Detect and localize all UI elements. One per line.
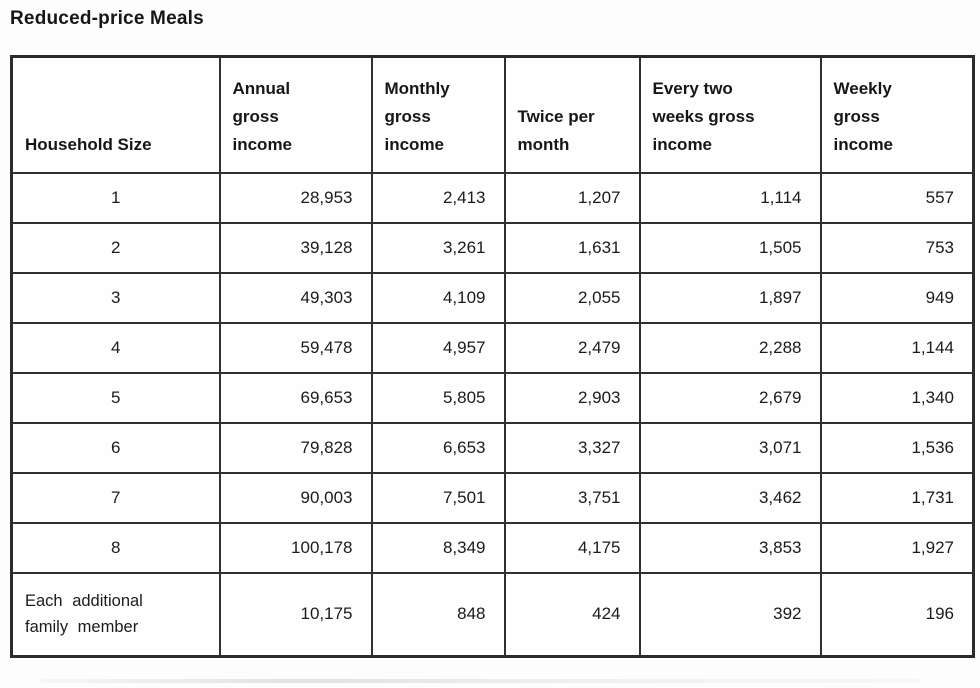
cell-twice-per-month: 3,327 — [503, 421, 641, 474]
cell-monthly-gross-income: 3,261 — [370, 221, 506, 274]
table-row: 4 59,478 4,957 2,479 2,288 1,144 — [10, 321, 975, 374]
cell-monthly-gross-income: 8,349 — [370, 521, 506, 574]
table-row: 5 69,653 5,805 2,903 2,679 1,340 — [10, 371, 975, 424]
cell-twice-per-month: 3,751 — [503, 471, 641, 524]
cell-every-two-weeks-gross-income: 1,505 — [638, 221, 822, 274]
cell-twice-per-month: 4,175 — [503, 521, 641, 574]
cell-household-size: 4 — [10, 321, 221, 374]
cell-twice-per-month: 2,055 — [503, 271, 641, 324]
cell-every-two-weeks-gross-income: 3,853 — [638, 521, 822, 574]
cell-household-size: 7 — [10, 471, 221, 524]
cell-annual-gross-income: 39,128 — [218, 221, 373, 274]
cell-monthly-gross-income: 4,957 — [370, 321, 506, 374]
cell-household-size: 3 — [10, 271, 221, 324]
scan-smudge-artifact — [40, 679, 920, 683]
cell-annual-gross-income: 28,953 — [218, 171, 373, 224]
cell-every-two-weeks-gross-income: 2,288 — [638, 321, 822, 374]
table-row: 6 79,828 6,653 3,327 3,071 1,536 — [10, 421, 975, 474]
cell-annual-gross-income: 59,478 — [218, 321, 373, 374]
cell-annual-gross-income: 100,178 — [218, 521, 373, 574]
table-row: 8 100,178 8,349 4,175 3,853 1,927 — [10, 521, 975, 574]
cell-twice-per-month: 1,207 — [503, 171, 641, 224]
cell-twice-per-month: 1,631 — [503, 221, 641, 274]
cell-weekly-gross-income: 196 — [819, 571, 975, 658]
cell-monthly-gross-income: 4,109 — [370, 271, 506, 324]
cell-household-size: 6 — [10, 421, 221, 474]
cell-household-size: 5 — [10, 371, 221, 424]
table-row: 1 28,953 2,413 1,207 1,114 557 — [10, 171, 975, 224]
cell-weekly-gross-income: 1,144 — [819, 321, 975, 374]
cell-weekly-gross-income: 753 — [819, 221, 975, 274]
table-row: 2 39,128 3,261 1,631 1,505 753 — [10, 221, 975, 274]
header-household-size: Household Size — [10, 55, 221, 174]
cell-weekly-gross-income: 949 — [819, 271, 975, 324]
header-annual-gross-income: Annual gross income — [218, 55, 373, 174]
cell-monthly-gross-income: 848 — [370, 571, 506, 658]
table-row: 3 49,303 4,109 2,055 1,897 949 — [10, 271, 975, 324]
cell-household-size: 1 — [10, 171, 221, 224]
header-monthly-gross-income: Monthly gross income — [370, 55, 506, 174]
cell-every-two-weeks-gross-income: 392 — [638, 571, 822, 658]
cell-monthly-gross-income: 5,805 — [370, 371, 506, 424]
cell-every-two-weeks-gross-income: 2,679 — [638, 371, 822, 424]
cell-annual-gross-income: 79,828 — [218, 421, 373, 474]
cell-twice-per-month: 2,479 — [503, 321, 641, 374]
cell-annual-gross-income: 10,175 — [218, 571, 373, 658]
cell-annual-gross-income: 90,003 — [218, 471, 373, 524]
cell-weekly-gross-income: 1,536 — [819, 421, 975, 474]
cell-twice-per-month: 424 — [503, 571, 641, 658]
cell-weekly-gross-income: 1,340 — [819, 371, 975, 424]
cell-monthly-gross-income: 7,501 — [370, 471, 506, 524]
cell-monthly-gross-income: 2,413 — [370, 171, 506, 224]
table-row-each-additional: Each additional family member 10,175 848… — [10, 571, 975, 658]
header-every-two-weeks-gross-income: Every two weeks gross income — [638, 55, 822, 174]
cell-household-size: 2 — [10, 221, 221, 274]
cell-twice-per-month: 2,903 — [503, 371, 641, 424]
cell-annual-gross-income: 49,303 — [218, 271, 373, 324]
cell-household-size: 8 — [10, 521, 221, 574]
cell-every-two-weeks-gross-income: 1,114 — [638, 171, 822, 224]
header-twice-per-month: Twice per month — [503, 55, 641, 174]
header-weekly-gross-income: Weekly gross income — [819, 55, 975, 174]
header-row: Household Size Annual gross income Month… — [10, 55, 975, 174]
reduced-price-meals-table: Household Size Annual gross income Month… — [10, 55, 975, 658]
cell-weekly-gross-income: 1,731 — [819, 471, 975, 524]
cell-every-two-weeks-gross-income: 3,071 — [638, 421, 822, 474]
cell-annual-gross-income: 69,653 — [218, 371, 373, 424]
page-title: Reduced-price Meals — [10, 8, 204, 29]
cell-household-size: Each additional family member — [10, 571, 221, 658]
cell-weekly-gross-income: 557 — [819, 171, 975, 224]
cell-weekly-gross-income: 1,927 — [819, 521, 975, 574]
cell-every-two-weeks-gross-income: 1,897 — [638, 271, 822, 324]
cell-monthly-gross-income: 6,653 — [370, 421, 506, 474]
cell-every-two-weeks-gross-income: 3,462 — [638, 471, 822, 524]
table-row: 7 90,003 7,501 3,751 3,462 1,731 — [10, 471, 975, 524]
